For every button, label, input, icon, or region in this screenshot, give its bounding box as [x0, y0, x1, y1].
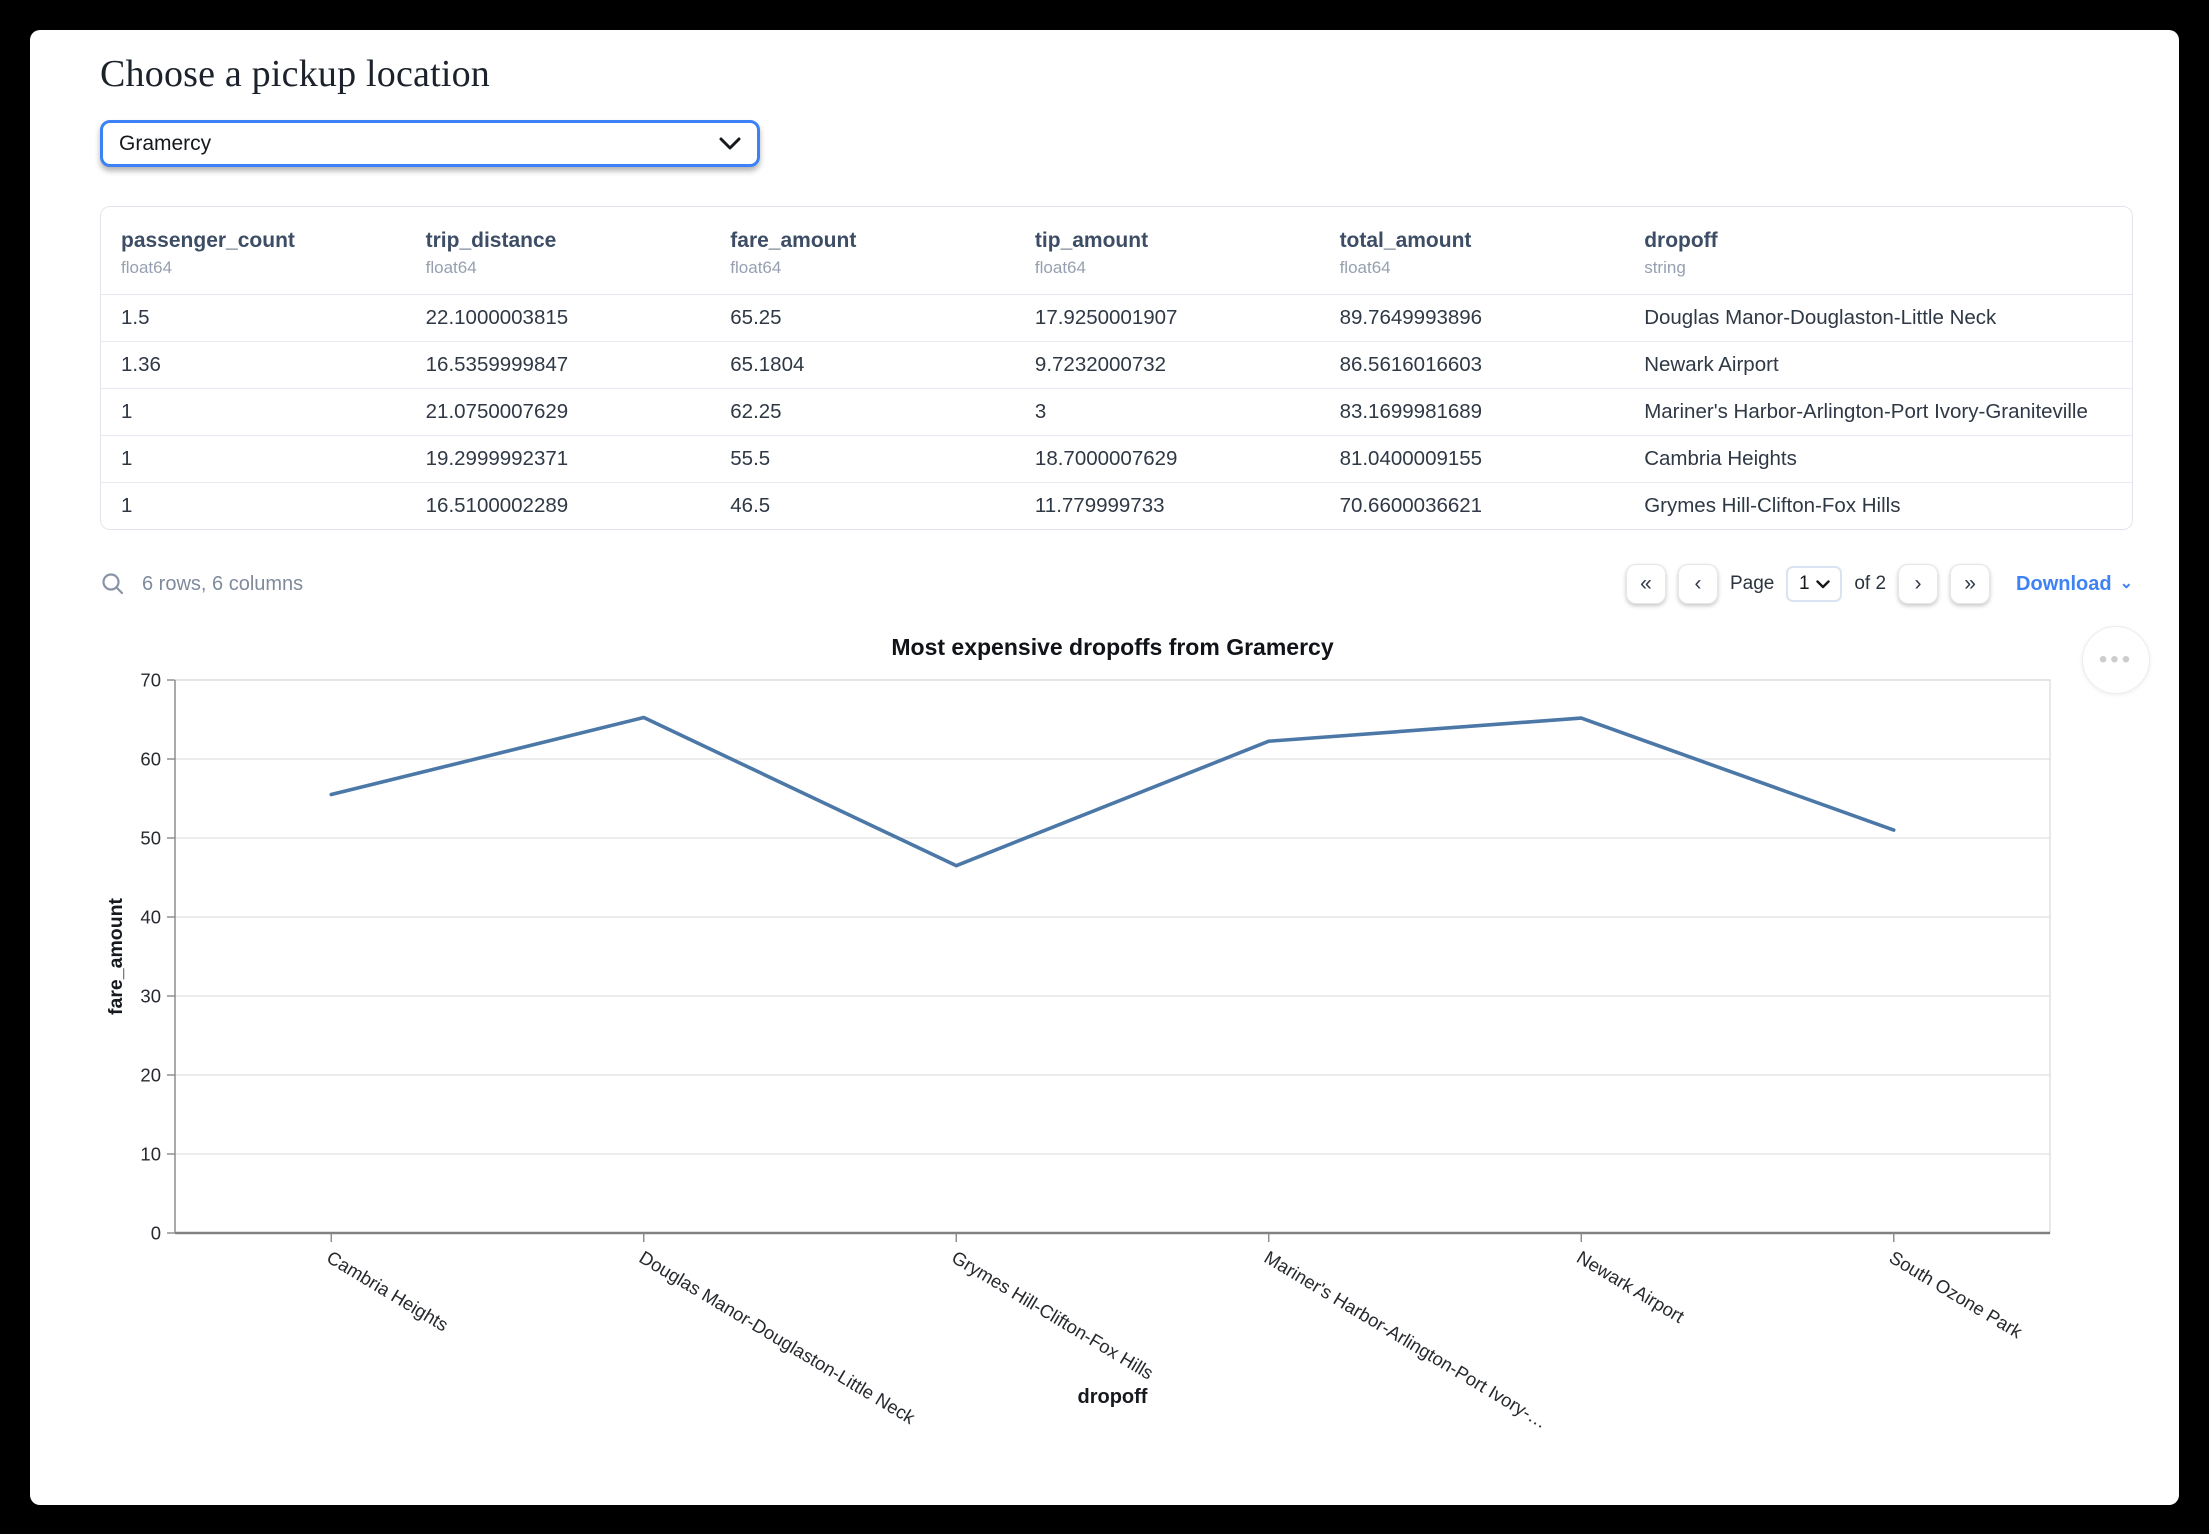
column-header-passenger_count[interactable]: passenger_count float64	[101, 207, 406, 295]
column-header-trip_distance[interactable]: trip_distance float64	[405, 207, 711, 295]
table-cell: 21.0750007629	[405, 388, 711, 436]
table-cell: 17.9250001907	[1034, 306, 1178, 329]
x-axis-title: dropoff	[1078, 1386, 1148, 1408]
data-table: passenger_count float64 trip_distance float…	[101, 207, 2132, 529]
y-tick-label: 60	[140, 749, 161, 770]
table-row: 1.36 16.5359999847 65.1804 9.7232000732 86.5…	[101, 341, 2132, 389]
download-button[interactable]: Download ⌄	[2016, 573, 2133, 596]
y-tick-label: 0	[151, 1223, 161, 1244]
y-tick-label: 70	[140, 670, 161, 691]
table-cell: Newark Airport	[1624, 341, 2132, 389]
y-tick-label: 40	[140, 907, 161, 928]
table-cell: 62.25	[710, 388, 1015, 436]
pickup-select-value: Gramercy	[119, 131, 212, 155]
table-cell: 83.1699981689	[1319, 388, 1625, 436]
table-cell: Cambria Heights	[1624, 435, 2132, 483]
prev-page-button[interactable]: ‹	[1677, 564, 1718, 604]
table-cell: 3	[1014, 388, 1320, 436]
table-cell: 1.5	[121, 306, 150, 329]
chevron-down-icon	[1815, 579, 1830, 588]
y-tick-label: 20	[140, 1065, 161, 1086]
x-tick-label: Douglas Manor-Douglaston-Little Neck	[636, 1246, 920, 1428]
table-body: 1.5 22.1000003815 65.25 17.9250001907 89.764…	[101, 295, 2132, 529]
column-header-tip_amount[interactable]: tip_amount float64	[1014, 207, 1320, 295]
table-cell: 65.25	[730, 306, 782, 329]
chart-menu-button[interactable]: •••	[2082, 626, 2150, 694]
table-cell: 16.5100002289	[405, 482, 711, 529]
row-column-summary: 6 rows, 6 columns	[142, 572, 304, 595]
table-cell: 89.7649993896	[1339, 306, 1483, 329]
x-tick-label: Mariner's Harbor-Arlington-Port Ivory-…	[1261, 1246, 1552, 1432]
y-tick-label: 50	[140, 828, 161, 849]
table-cell: Douglas Manor-Douglaston-Little Neck	[1644, 306, 1997, 329]
first-page-button[interactable]: «	[1625, 564, 1666, 604]
table-cell: Mariner's Harbor-Arlington-Port Ivory-Gr…	[1624, 388, 2132, 436]
table-cell: 1	[101, 482, 406, 529]
table-cell: 1	[101, 435, 406, 483]
next-page-button[interactable]: ›	[1898, 564, 1939, 604]
last-page-button[interactable]: »	[1950, 564, 1991, 604]
app-page: Choose a pickup location Gramercy passen…	[30, 30, 2179, 1505]
page-number-value: 1	[1799, 573, 1810, 594]
x-tick-label: Newark Airport	[1573, 1246, 1688, 1326]
download-label: Download	[2016, 572, 2112, 595]
data-table-card: passenger_count float64 trip_distance float…	[100, 206, 2133, 530]
table-cell: 22.1000003815	[425, 306, 569, 329]
fare-line-series	[329, 715, 1896, 868]
table-cell: 16.5359999847	[405, 341, 711, 389]
table-cell: 55.5	[710, 435, 1015, 483]
x-tick-label: South Ozone Park	[1886, 1246, 2027, 1342]
dropoff-fare-line-chart: 0 10 20 30 40 50 60 70 Cambria Heights Douglas Ma…	[105, 634, 2051, 1433]
table-row: 1.5 22.1000003815 65.25 17.9250001907 89.764…	[101, 295, 2132, 342]
search-icon[interactable]	[100, 571, 126, 597]
table-cell: Grymes Hill-Clifton-Fox Hills	[1624, 482, 2132, 529]
table-row: 1 21.0750007629 62.25 3 83.1699981689 Mariner…	[101, 388, 2132, 436]
chevron-down-icon	[719, 137, 741, 150]
table-footer: 6 rows, 6 columns « ‹ Page 1 of 2 › » Do…	[100, 558, 2133, 610]
table-cell: 18.7000007629	[1014, 435, 1320, 483]
chevron-down-icon: ⌄	[2119, 575, 2133, 592]
table-cell: 65.1804	[710, 341, 1015, 389]
column-header-fare_amount[interactable]: fare_amount float64	[710, 207, 1015, 295]
table-cell: 86.5616016603	[1319, 341, 1625, 389]
x-tick-label: Grymes Hill-Clifton-Fox Hills	[948, 1246, 1157, 1383]
chart: 0 10 20 30 40 50 60 70 Cambria Heights Douglas Ma…	[100, 625, 2110, 1437]
table-cell: 1	[101, 388, 406, 436]
page-number-select[interactable]: 1	[1786, 566, 1843, 602]
y-tick-label: 30	[140, 986, 161, 1007]
page-title: Choose a pickup location	[100, 53, 490, 95]
column-header-dropoff[interactable]: dropoff string	[1624, 207, 2132, 295]
y-axis-title: fare_amount	[105, 897, 127, 1015]
pickup-location-select[interactable]: Gramercy	[100, 120, 760, 167]
table-cell: 46.5	[710, 482, 1015, 529]
table-header-row: passenger_count float64 trip_distance float…	[101, 207, 2132, 295]
y-tick-label: 10	[140, 1144, 161, 1165]
table-row: 1 19.2999992371 55.5 18.7000007629 81.040000…	[101, 435, 2132, 483]
table-cell: 70.6600036621	[1319, 482, 1625, 529]
table-cell: 81.0400009155	[1319, 435, 1625, 483]
table-cell: 9.7232000732	[1014, 341, 1320, 389]
table-cell: 11.779999733	[1014, 482, 1320, 529]
table-cell: 1.36	[101, 341, 406, 389]
page-label: Page	[1729, 573, 1775, 594]
x-tick-label: Cambria Heights	[323, 1246, 452, 1335]
column-header-total_amount[interactable]: total_amount float64	[1319, 207, 1625, 295]
chart-title: Most expensive dropoffs from Gramercy	[891, 634, 1333, 660]
table-row: 1 16.5100002289 46.5 11.779999733 70.6600036…	[101, 482, 2132, 529]
page-count-label: of 2	[1854, 573, 1887, 594]
table-cell: 19.2999992371	[405, 435, 711, 483]
